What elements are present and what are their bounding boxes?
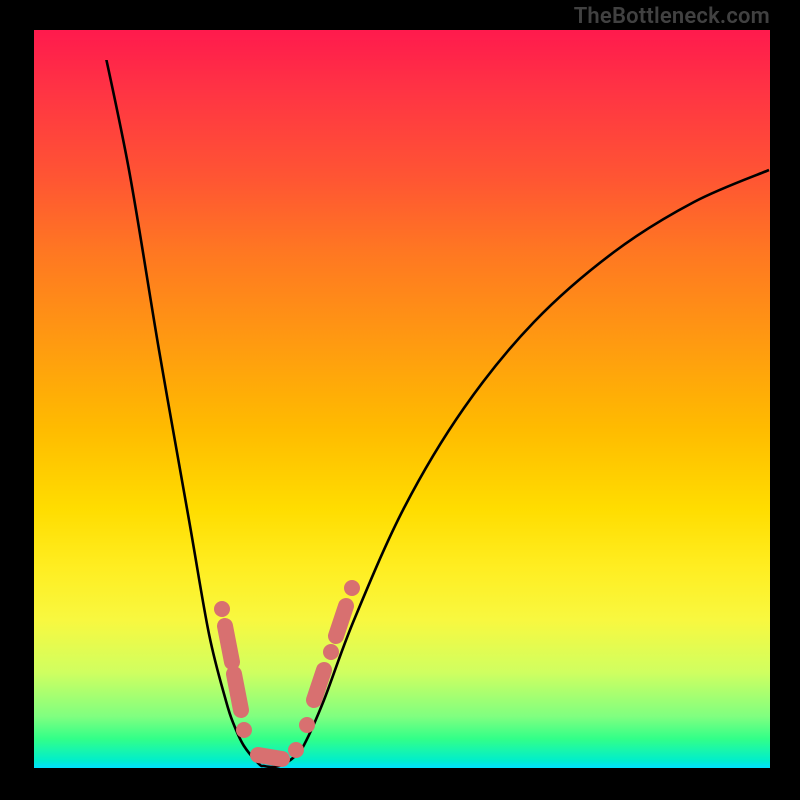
data-marker (314, 670, 324, 700)
data-marker (336, 606, 346, 636)
data-marker (344, 580, 360, 596)
data-marker (299, 717, 315, 733)
curve-layer (0, 0, 800, 800)
data-marker (323, 644, 339, 660)
bottleneck-curve (100, 30, 769, 767)
data-marker (234, 674, 241, 710)
chart-container: TheBottleneck.com (0, 0, 800, 800)
data-marker (214, 601, 230, 617)
data-marker (288, 742, 304, 758)
data-marker (236, 722, 252, 738)
data-marker (258, 755, 282, 759)
data-marker (225, 626, 232, 662)
